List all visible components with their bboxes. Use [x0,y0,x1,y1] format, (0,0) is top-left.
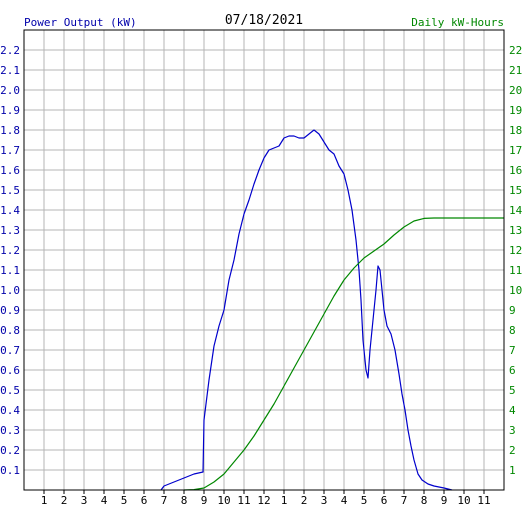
x-tick-label: 5 [361,494,368,507]
right-tick-label: 10 [509,284,522,297]
left-tick-label: 1.9 [0,104,20,117]
right-tick-label: 2 [509,444,516,457]
x-tick-label: 9 [201,494,208,507]
right-tick-label: 14 [509,204,523,217]
left-tick-label: 1.2 [0,244,20,257]
right-tick-label: 7 [509,344,516,357]
left-tick-label: 1.1 [0,264,20,277]
right-tick-label: 6 [509,364,516,377]
right-tick-label: 20 [509,84,522,97]
left-axis-label: Power Output (kW) [24,16,137,29]
left-tick-label: 2.0 [0,84,20,97]
right-tick-label: 3 [509,424,516,437]
right-tick-label: 22 [509,44,522,57]
right-tick-label: 12 [509,244,522,257]
chart-title: 07/18/2021 [225,13,303,28]
x-tick-label: 11 [477,494,490,507]
x-tick-label: 6 [381,494,388,507]
left-tick-label: 1.3 [0,224,20,237]
left-tick-label: 0.3 [0,424,20,437]
x-tick-label: 11 [237,494,250,507]
left-tick-label: 0.7 [0,344,20,357]
left-tick-label: 0.9 [0,304,20,317]
left-tick-label: 0.1 [0,464,20,477]
right-tick-label: 16 [509,164,522,177]
x-tick-label: 1 [281,494,288,507]
right-tick-label: 5 [509,384,516,397]
right-tick-label: 1 [509,464,516,477]
right-tick-label: 13 [509,224,522,237]
x-tick-label: 2 [301,494,308,507]
x-tick-label: 8 [181,494,188,507]
left-tick-label: 1.0 [0,284,20,297]
x-tick-label: 10 [457,494,470,507]
left-tick-label: 1.7 [0,144,20,157]
x-tick-label: 10 [217,494,230,507]
right-tick-label: 19 [509,104,522,117]
x-tick-label: 7 [161,494,168,507]
right-tick-label: 15 [509,184,522,197]
x-tick-label: 8 [421,494,428,507]
left-tick-label: 0.5 [0,384,20,397]
x-tick-label: 12 [257,494,270,507]
x-tick-label: 1 [41,494,48,507]
left-tick-label: 0.6 [0,364,20,377]
x-tick-label: 3 [321,494,328,507]
left-tick-label: 0.4 [0,404,20,417]
x-tick-label: 7 [401,494,408,507]
series-layer [160,129,504,491]
left-tick-label: 1.5 [0,184,20,197]
grid [24,30,504,490]
x-axis-ticks: 1 2 3 4 5 6 7 8 9 10 11 12 1 2 3 4 5 6 7 8 9 10 11 [41,490,491,507]
x-tick-label: 4 [101,494,108,507]
power-series-line [160,129,453,491]
left-tick-label: 2.1 [0,64,20,77]
x-tick-label: 5 [121,494,128,507]
right-tick-label: 8 [509,324,516,337]
right-tick-label: 4 [509,404,516,417]
left-tick-label: 0.8 [0,324,20,337]
right-tick-label: 21 [509,64,522,77]
left-tick-label: 1.6 [0,164,20,177]
x-tick-label: 9 [441,494,448,507]
x-tick-label: 2 [61,494,68,507]
right-tick-label: 11 [509,264,522,277]
x-tick-label: 6 [141,494,148,507]
right-tick-label: 17 [509,144,522,157]
right-tick-label: 18 [509,124,522,137]
left-tick-label: 1.8 [0,124,20,137]
left-tick-label: 0.2 [0,444,20,457]
left-tick-label: 2.2 [0,44,20,57]
energy-series-line [183,217,504,491]
right-axis-label: Daily kW-Hours [411,16,504,29]
x-tick-label: 3 [81,494,88,507]
right-tick-label: 9 [509,304,516,317]
x-tick-label: 4 [341,494,348,507]
left-tick-label: 1.4 [0,204,20,217]
left-axis-ticks: 0.1 0.2 0.3 0.4 0.5 0.6 0.7 0.8 0.9 1.0 1.1 1.2 1.3 1… [0,44,20,477]
